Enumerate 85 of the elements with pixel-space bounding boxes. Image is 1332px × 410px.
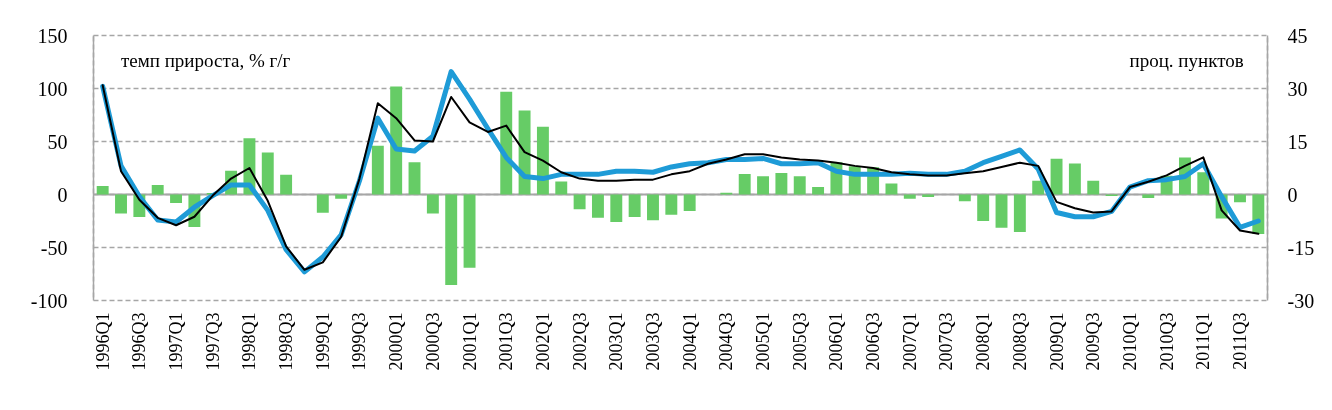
- x-tick-label: 2000Q3: [422, 312, 443, 371]
- x-tick-label: 1998Q1: [239, 312, 260, 371]
- bar: [170, 194, 183, 203]
- bar: [555, 181, 568, 195]
- y2-tick-label: 30: [1287, 77, 1308, 100]
- bar: [335, 194, 348, 199]
- bar: [390, 86, 403, 195]
- x-tick-label: 2001Q1: [459, 312, 480, 371]
- y2-tick-label: 15: [1287, 130, 1308, 153]
- bar: [426, 194, 439, 214]
- x-tick-label: 2006Q3: [863, 312, 884, 371]
- bar: [647, 194, 659, 221]
- bar: [665, 194, 678, 215]
- x-tick-label: 1998Q3: [276, 312, 297, 371]
- bar: [591, 194, 604, 218]
- bar: [1032, 180, 1045, 195]
- x-tick-label: 2007Q3: [936, 312, 957, 371]
- bar: [316, 194, 329, 213]
- bar: [1068, 163, 1081, 195]
- bar: [408, 162, 421, 195]
- x-tick-label: 2002Q1: [532, 312, 553, 371]
- bar: [371, 145, 384, 195]
- y-tick-label: -50: [40, 236, 68, 259]
- y-axis-title: темп прироста, % г/г: [121, 50, 291, 72]
- x-tick-label: 2007Q1: [899, 312, 920, 371]
- x-tick-label: 1997Q3: [202, 312, 223, 371]
- x-tick-label: 2009Q3: [1083, 312, 1104, 371]
- bar: [885, 183, 898, 195]
- x-tick-label: 2011Q3: [1229, 312, 1250, 370]
- bar: [995, 194, 1008, 228]
- x-tick-label: 2011Q1: [1193, 312, 1214, 370]
- bar: [683, 194, 696, 212]
- x-tick-label: 2000Q1: [386, 312, 407, 371]
- y-tick-label: -100: [30, 289, 68, 312]
- x-tick-label: 2010Q3: [1156, 312, 1177, 371]
- bar: [793, 176, 806, 195]
- y-tick-label: 50: [47, 130, 68, 153]
- x-tick-label: 1999Q1: [312, 312, 333, 371]
- x-tick-label: 2008Q1: [973, 312, 994, 371]
- y-tick-label: 0: [57, 183, 68, 206]
- bar: [812, 187, 825, 195]
- x-tick-label: 1997Q1: [166, 312, 187, 371]
- bar: [115, 194, 127, 214]
- x-tick-label: 2004Q1: [679, 312, 700, 371]
- bar: [1197, 172, 1210, 195]
- y2-tick-label: -30: [1287, 289, 1315, 312]
- x-tick-label: 2008Q3: [1009, 312, 1030, 371]
- bar: [610, 194, 623, 223]
- bar: [628, 194, 641, 218]
- bar: [757, 176, 770, 195]
- bar: [958, 194, 971, 202]
- bar: [280, 174, 293, 195]
- x-tick-label: 2001Q3: [496, 312, 517, 371]
- bar: [96, 186, 109, 195]
- bar: [261, 152, 274, 195]
- bar: [903, 194, 916, 199]
- x-tick-label: 2005Q3: [789, 312, 810, 371]
- x-tick-label: 2010Q1: [1119, 312, 1140, 371]
- y2-axis-title: проц. пунктов: [1129, 50, 1244, 72]
- bar: [151, 184, 164, 195]
- bar: [1234, 194, 1246, 203]
- bar: [1087, 180, 1100, 195]
- y-tick-label: 150: [37, 24, 68, 47]
- x-tick-label: 2004Q3: [716, 312, 737, 371]
- bar: [463, 194, 476, 268]
- bar: [1013, 194, 1026, 232]
- x-tick-label: 1999Q3: [349, 312, 370, 371]
- y2-tick-label: 45: [1287, 24, 1308, 47]
- x-tick-label: 2005Q1: [753, 312, 774, 371]
- y2-tick-label: -15: [1287, 236, 1315, 259]
- x-tick-label: 2002Q3: [569, 312, 590, 371]
- x-tick-label: 2003Q1: [606, 312, 627, 371]
- bar: [445, 194, 458, 285]
- x-tick-label: 2009Q1: [1046, 312, 1067, 371]
- x-tick-label: 2006Q1: [826, 312, 847, 371]
- x-tick-label: 1996Q3: [129, 312, 150, 371]
- bar: [977, 194, 990, 221]
- bar: [573, 194, 586, 210]
- bar: [775, 172, 788, 195]
- y2-tick-label: 0: [1287, 183, 1298, 206]
- y-tick-label: 100: [37, 77, 68, 100]
- bar: [738, 174, 751, 195]
- x-tick-label: 2003Q3: [642, 312, 663, 371]
- x-tick-label: 1996Q1: [92, 312, 113, 371]
- bar: [1050, 158, 1063, 195]
